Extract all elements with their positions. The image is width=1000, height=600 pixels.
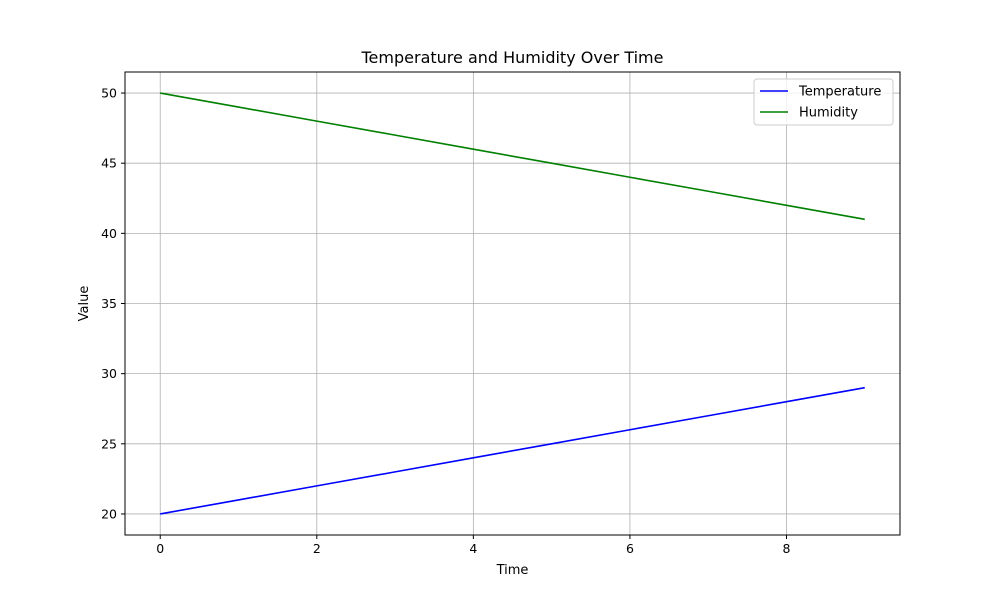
legend-label-humidity: Humidity: [799, 106, 858, 121]
chart-title: Temperature and Humidity Over Time: [361, 48, 664, 67]
x-tick-label: 0: [156, 541, 164, 556]
x-axis-label: Time: [496, 563, 529, 578]
x-tick-label: 6: [626, 541, 634, 556]
temperature-line: [160, 386, 865, 515]
y-tick-label: 50: [101, 86, 117, 101]
y-tick-label: 30: [101, 366, 117, 381]
x-tick-label: 2: [313, 541, 321, 556]
y-tick-label: 40: [101, 226, 117, 241]
tick-labels: 0 2 4 6 8 20 25 30 35 40 45 50: [101, 86, 790, 556]
series-lines: [160, 92, 865, 515]
x-tick-label: 4: [469, 541, 477, 556]
y-axis-label: Value: [77, 286, 92, 322]
legend-box: [753, 78, 894, 126]
y-tick-label: 35: [101, 296, 117, 311]
humidity-line: [160, 92, 865, 221]
y-tick-label: 25: [101, 436, 117, 451]
legend-label-temperature: Temperature: [798, 85, 881, 100]
y-tick-label: 45: [101, 156, 117, 171]
legend: Temperature Humidity: [753, 78, 894, 126]
y-tick-label: 20: [101, 506, 117, 521]
ticks: [121, 92, 787, 539]
x-tick-label: 8: [783, 541, 791, 556]
